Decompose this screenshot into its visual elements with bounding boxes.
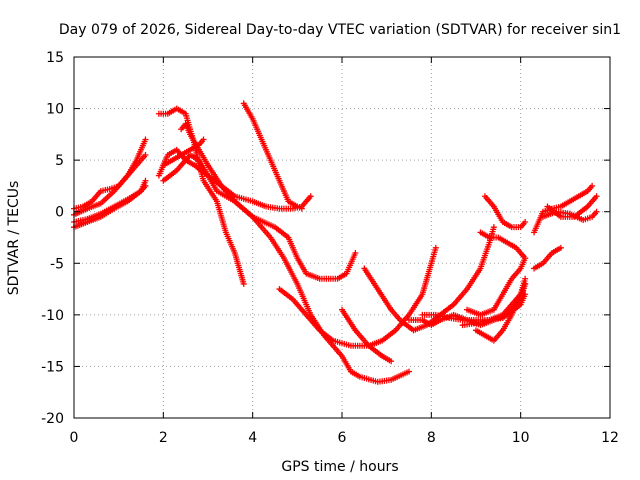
- series-arc-13: [361, 224, 497, 334]
- tick-labels: 0 2 4 6 8 10 12 -20 -15 -10 -5 0 5 10 15: [41, 50, 619, 446]
- data-point: [142, 177, 149, 184]
- data-point: [522, 219, 529, 226]
- x-tick-label: 0: [70, 430, 79, 446]
- data-point: [406, 368, 412, 375]
- data-point: [432, 244, 439, 251]
- y-tick-label: -20: [41, 411, 64, 427]
- series-arc-2: [71, 151, 149, 218]
- y-tick-label: 0: [55, 205, 64, 221]
- series-arc-12: [339, 306, 395, 365]
- series-arc-20: [481, 193, 529, 231]
- y-tick-label: -10: [41, 308, 64, 324]
- y-axis-label: SDTVAR / TECUs: [6, 181, 22, 296]
- data-point: [307, 193, 314, 200]
- x-tick-label: 2: [159, 430, 168, 446]
- series-arc-19: [477, 229, 529, 262]
- series-arc-18: [473, 275, 529, 344]
- series-arc-7: [160, 136, 207, 169]
- data-point: [142, 151, 149, 158]
- y-tick-label: 15: [46, 50, 64, 66]
- data-point: [490, 224, 497, 231]
- x-tick-label: 12: [601, 430, 619, 446]
- axis-ticks: [73, 56, 611, 419]
- y-tick-label: -15: [41, 359, 64, 375]
- data-point: [522, 275, 529, 282]
- x-tick-label: 6: [338, 430, 347, 446]
- data-point: [142, 136, 149, 143]
- data-point: [522, 255, 529, 262]
- x-axis-label: GPS time / hours: [281, 459, 398, 475]
- series-arc-17: [464, 255, 529, 318]
- x-tick-label: 10: [512, 430, 530, 446]
- data-points: [71, 100, 600, 385]
- data-point: [352, 249, 359, 256]
- series-arc-22: [531, 244, 564, 272]
- data-point: [200, 136, 207, 143]
- data-point: [240, 280, 247, 287]
- data-point: [557, 244, 564, 251]
- y-tick-label: -5: [50, 256, 64, 272]
- data-point: [589, 182, 596, 189]
- x-tick-label: 8: [427, 430, 436, 446]
- series-arc-10: [240, 100, 305, 212]
- data-point: [298, 205, 305, 212]
- y-tick-label: 5: [55, 153, 64, 169]
- x-tick-label: 4: [248, 430, 257, 446]
- series-arc-8: [160, 151, 359, 282]
- y-tick-label: 10: [46, 102, 64, 118]
- data-point: [593, 193, 600, 200]
- series-arc-6: [155, 105, 247, 287]
- data-point: [388, 358, 395, 365]
- series-arc-9: [178, 121, 412, 385]
- series-arc-24: [544, 193, 600, 220]
- data-point: [593, 208, 600, 215]
- chart-title: Day 079 of 2026, Sidereal Day-to-day VTE…: [59, 22, 621, 38]
